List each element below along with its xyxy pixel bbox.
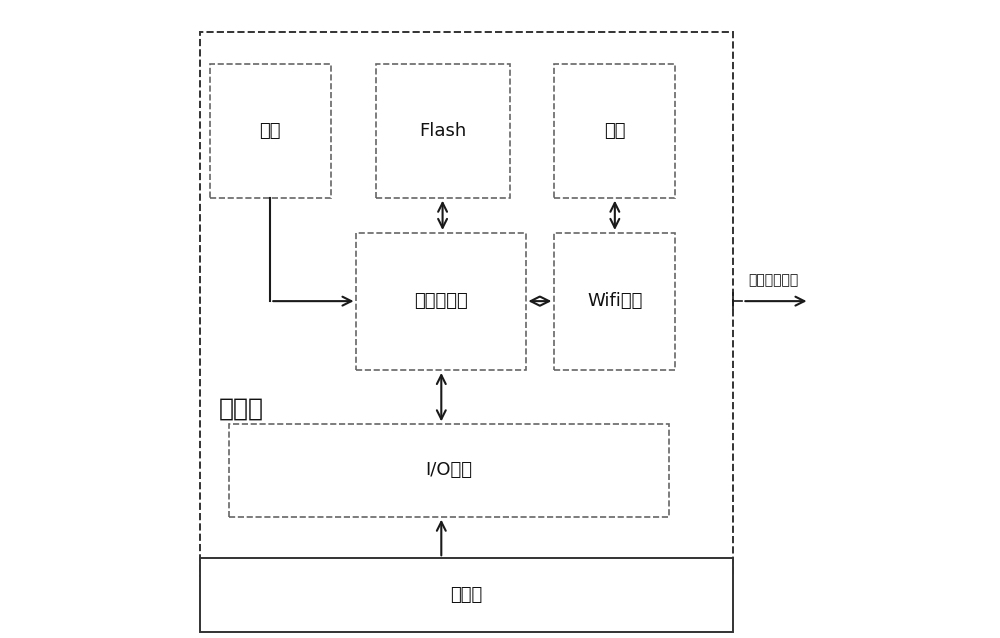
Text: 内存: 内存 xyxy=(260,122,281,140)
Bar xyxy=(356,233,526,370)
Text: 中央处理器: 中央处理器 xyxy=(414,292,468,310)
Text: 传感器: 传感器 xyxy=(450,586,482,604)
Bar xyxy=(376,64,510,198)
Text: Wifi模块: Wifi模块 xyxy=(587,292,643,310)
Text: 计算机: 计算机 xyxy=(219,396,264,420)
Text: Flash: Flash xyxy=(419,122,466,140)
Bar xyxy=(229,424,669,517)
Text: 电源: 电源 xyxy=(604,122,626,140)
Text: I/O接口: I/O接口 xyxy=(425,461,472,479)
Text: 发送数据信息: 发送数据信息 xyxy=(748,273,798,287)
Bar xyxy=(200,558,733,632)
Bar xyxy=(554,233,675,370)
Bar xyxy=(210,64,331,198)
Bar xyxy=(200,32,733,577)
Bar xyxy=(554,64,675,198)
